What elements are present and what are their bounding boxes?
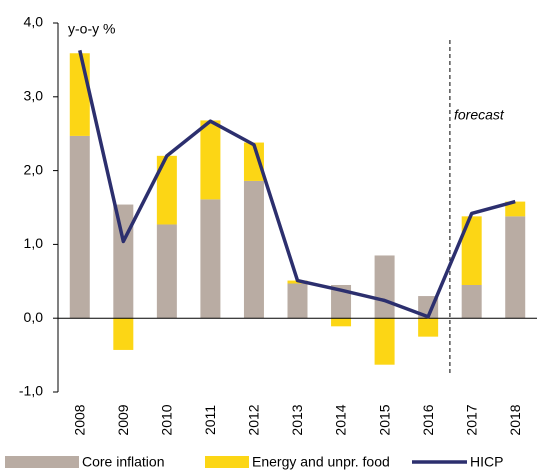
bar: [200, 120, 221, 200]
bar: [374, 255, 395, 319]
bar: [200, 199, 221, 319]
x-tick-label: 2012: [246, 404, 262, 435]
y-tick-label: 0,0: [24, 309, 44, 325]
bar: [374, 318, 395, 365]
bar: [243, 180, 264, 319]
x-tick-label: 2014: [333, 404, 349, 435]
bar: [331, 284, 352, 319]
x-tick-label: 2015: [376, 404, 392, 435]
bar: [461, 284, 482, 319]
bar: [113, 204, 134, 319]
bar: [69, 135, 90, 319]
y-tick-label: 1,0: [24, 235, 44, 251]
y-tick-label: 3,0: [24, 88, 44, 104]
bar: [156, 155, 177, 225]
legend-label: Energy and unpr. food: [252, 454, 390, 470]
x-tick-label: 2011: [202, 405, 218, 435]
y-tick-label: 4,0: [24, 14, 44, 30]
x-tick-label: 2010: [159, 404, 175, 435]
y-tick-label: 2,0: [24, 161, 44, 177]
legend-swatch: [205, 456, 249, 468]
unit-annotation: y-o-y %: [68, 21, 115, 37]
y-tick-label: -1,0: [19, 383, 43, 399]
bar: [243, 142, 264, 181]
x-tick-label: 2016: [420, 404, 436, 435]
x-tick-label: 2017: [463, 404, 479, 435]
bar: [156, 224, 177, 319]
line: [78, 49, 516, 319]
legend-label: Core inflation: [82, 454, 165, 470]
x-tick-label: 2013: [289, 404, 305, 435]
x-tick-label: 2008: [71, 404, 87, 435]
bar: [69, 53, 90, 136]
bar: [113, 318, 134, 350]
bar: [331, 318, 352, 327]
bar: [461, 216, 482, 285]
bar: [418, 318, 439, 337]
bar: [505, 201, 526, 217]
forecast-annotation: forecast: [454, 107, 505, 123]
x-tick-label: 2018: [507, 404, 523, 435]
legend-label: HICP: [470, 454, 503, 470]
bar: [505, 216, 526, 319]
bar: [287, 283, 308, 319]
legend-swatch: [5, 456, 79, 468]
x-tick-label: 2009: [115, 404, 131, 435]
